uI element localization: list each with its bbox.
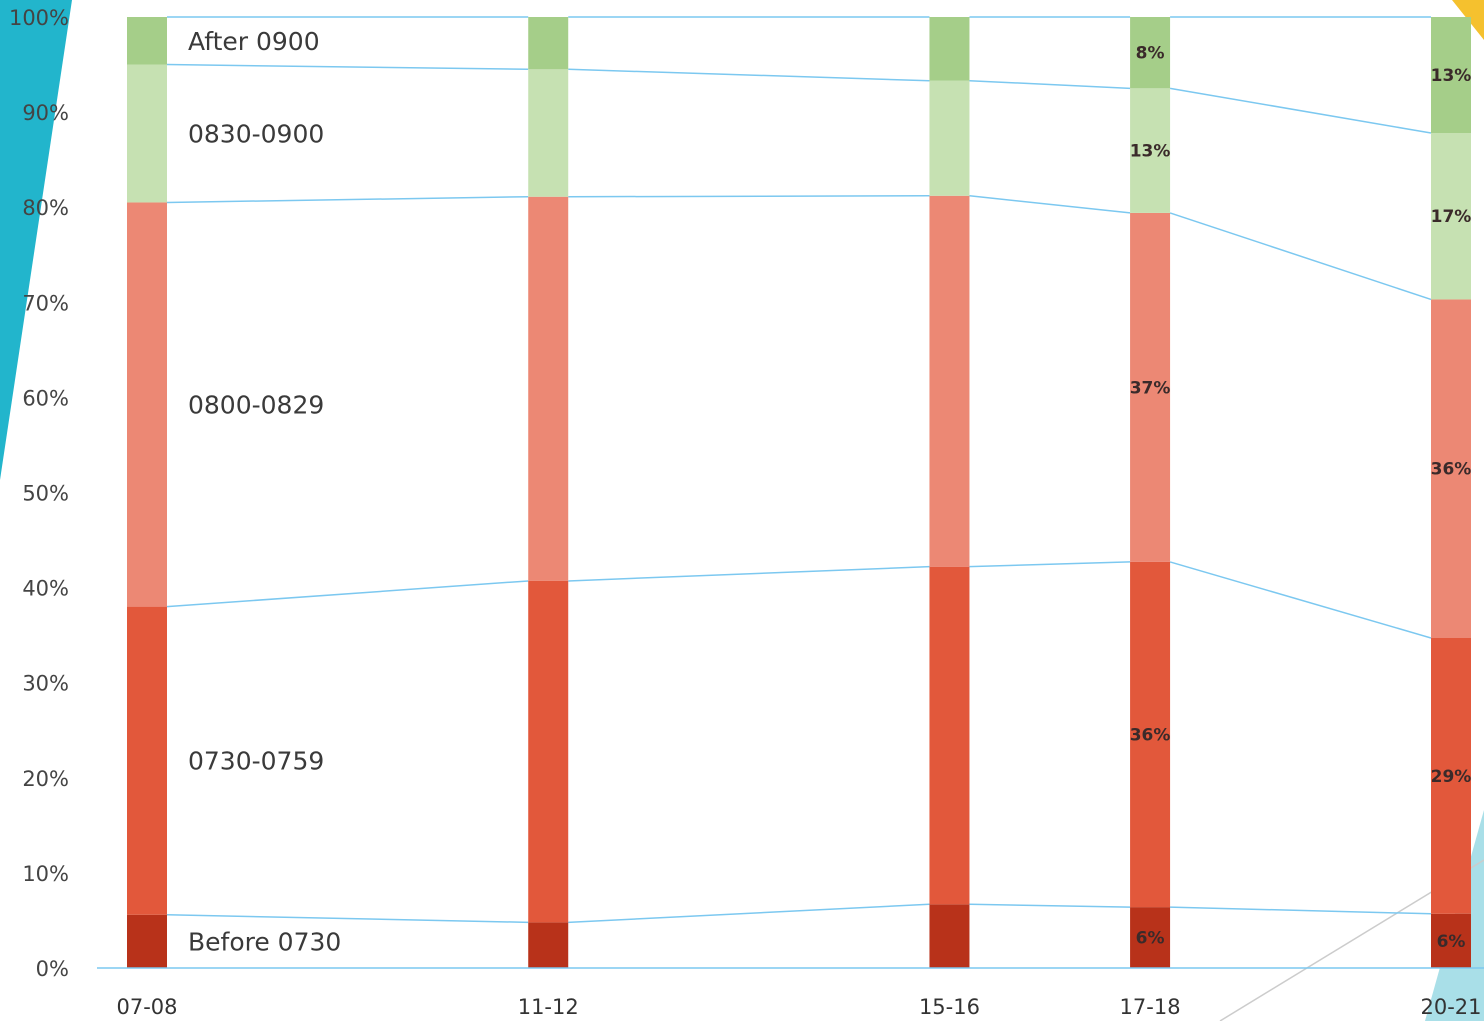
y-tick-label: 30% xyxy=(22,672,69,696)
series-connector-line xyxy=(166,580,529,608)
bar-segment xyxy=(1431,133,1471,300)
x-tick-label: 20-21 xyxy=(1420,995,1481,1019)
bar-segment xyxy=(528,17,569,70)
bar-segment xyxy=(127,17,167,65)
bar-segment xyxy=(929,566,970,905)
series-label: After 0900 xyxy=(188,27,320,56)
bar-segment xyxy=(1431,913,1471,968)
data-label: 37% xyxy=(1130,378,1171,398)
series-connector-line xyxy=(1170,906,1432,915)
bar-segment xyxy=(1431,299,1471,639)
series-connector-line xyxy=(1169,87,1432,134)
series-connector-line xyxy=(969,195,1131,214)
series-connector-line xyxy=(969,561,1131,568)
data-label: 29% xyxy=(1431,767,1472,787)
bar-segment xyxy=(528,580,569,923)
series-connector-line xyxy=(166,195,529,204)
series-label: 0730-0759 xyxy=(188,747,324,776)
x-tick-label: 11-12 xyxy=(518,995,579,1019)
bar-segment xyxy=(1431,638,1471,914)
bar-segment xyxy=(127,914,167,968)
series-connector-lines xyxy=(166,16,1432,924)
y-tick-label: 70% xyxy=(22,291,69,315)
bar-segment xyxy=(929,80,970,196)
series-label: 0830-0900 xyxy=(188,119,324,148)
left-teal-accent-shape xyxy=(0,0,72,480)
data-label: 36% xyxy=(1431,460,1472,480)
y-tick-label: 0% xyxy=(36,957,69,981)
data-label: 36% xyxy=(1130,726,1171,746)
bar-segment xyxy=(1431,17,1471,134)
bar-segment xyxy=(1130,88,1171,213)
bar-segment xyxy=(1130,212,1171,562)
series-connector-line xyxy=(1169,561,1432,639)
bar-segment xyxy=(127,64,167,203)
series-connector-line xyxy=(568,903,930,924)
bar-segment xyxy=(929,195,970,567)
y-tick-label: 50% xyxy=(22,482,69,506)
y-tick-label: 10% xyxy=(22,862,69,886)
series-connector-line xyxy=(969,903,1131,908)
bar-segment xyxy=(127,606,167,915)
y-tick-label: 60% xyxy=(22,386,69,410)
x-tick-label: 15-16 xyxy=(919,995,980,1019)
series-connector-line xyxy=(166,63,529,71)
bar-segment xyxy=(1130,907,1171,968)
y-tick-label: 80% xyxy=(22,196,69,220)
series-label: Before 0730 xyxy=(188,927,341,956)
series-connector-line xyxy=(568,195,930,198)
series-connector-line xyxy=(568,68,930,82)
bar-segment xyxy=(929,904,970,968)
series-connector-line xyxy=(1169,212,1432,301)
bar-segment xyxy=(528,922,569,968)
data-label: 13% xyxy=(1130,142,1171,162)
data-labels: 6% 36% 37% 13% 8% 6% 29% 36% 17% 13% xyxy=(1130,44,1472,952)
data-label: 13% xyxy=(1431,66,1472,86)
series-connector-line xyxy=(166,913,529,924)
bar-segment xyxy=(528,69,569,197)
data-label: 6% xyxy=(1437,932,1466,952)
data-label: 17% xyxy=(1431,207,1472,227)
x-tick-label: 17-18 xyxy=(1120,995,1181,1019)
series-label: 0800-0829 xyxy=(188,391,324,420)
bar-segment xyxy=(1130,17,1171,89)
bar-segment xyxy=(127,202,167,607)
data-label: 6% xyxy=(1136,929,1165,949)
bar-segment xyxy=(1130,561,1171,908)
bars xyxy=(127,17,1471,968)
x-tick-label: 07-08 xyxy=(116,995,177,1019)
bar-segment xyxy=(528,196,569,581)
series-connector-line xyxy=(568,565,930,582)
y-tick-label: 100% xyxy=(9,6,69,30)
series-connector-line xyxy=(969,79,1131,90)
data-label: 8% xyxy=(1136,44,1165,64)
y-tick-label: 90% xyxy=(22,101,69,125)
y-tick-label: 40% xyxy=(22,577,69,601)
bar-segment xyxy=(929,17,970,81)
x-axis: 07-08 11-12 15-16 17-18 20-21 xyxy=(97,967,1484,1019)
y-axis: 0% 10% 20% 30% 40% 50% 60% 70% 80% 90% 100% xyxy=(9,6,69,981)
series-labels: Before 0730 0730-0759 0800-0829 0830-0900 Af… xyxy=(188,27,341,957)
y-tick-label: 20% xyxy=(22,767,69,791)
